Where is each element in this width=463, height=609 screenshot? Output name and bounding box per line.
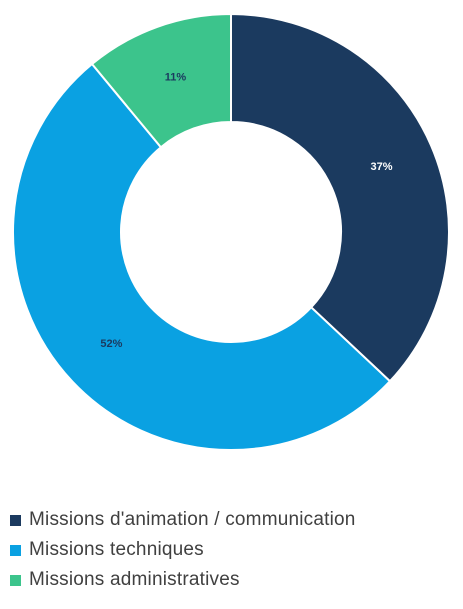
legend-label: Missions administratives [29, 569, 240, 590]
slice-animation-communication [230, 12, 450, 383]
legend-item-techniques: Missions techniques [10, 538, 356, 562]
slice-administratives [90, 12, 232, 149]
donut-chart: 37% 52% 11% [12, 12, 450, 451]
slice-label-techniques: 52% [100, 338, 122, 350]
legend-label: Missions techniques [29, 539, 204, 560]
legend-swatch [10, 574, 21, 586]
slice-labels-group: 37% 52% 11% [100, 72, 392, 351]
legend-swatch [10, 514, 21, 526]
legend-item-animation-communication: Missions d'animation / communication [10, 508, 356, 532]
slices-group [12, 12, 450, 451]
slice-techniques [12, 62, 392, 451]
legend-swatch [10, 544, 21, 556]
legend: Missions d'animation / communication Mis… [10, 508, 356, 592]
slice-label-animation-communication: 37% [370, 161, 392, 173]
slice-label-administratives: 11% [165, 72, 187, 84]
legend-label: Missions d'animation / communication [29, 509, 356, 530]
legend-item-administratives: Missions administratives [10, 568, 356, 592]
